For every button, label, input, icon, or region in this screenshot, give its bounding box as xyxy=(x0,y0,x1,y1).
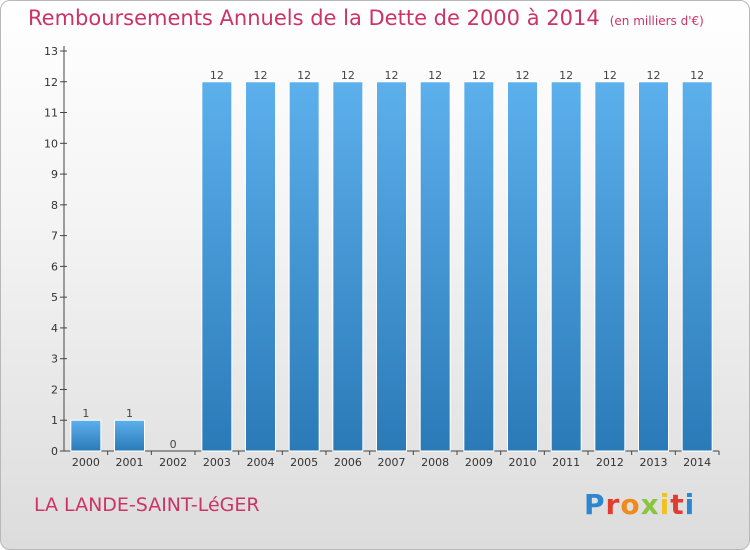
logo-letter: x xyxy=(640,488,660,521)
x-tick-label-2010: 2010 xyxy=(509,456,537,469)
data-label-2000: 1 xyxy=(82,407,89,420)
x-tick-label-2001: 2001 xyxy=(116,456,144,469)
bar-2014 xyxy=(681,81,713,452)
data-label-2006: 12 xyxy=(341,69,355,82)
x-tick-label-2012: 2012 xyxy=(596,456,624,469)
x-tick-label-2002: 2002 xyxy=(159,456,187,469)
data-label-2012: 12 xyxy=(603,69,617,82)
bar-2000 xyxy=(70,419,102,452)
bar-2011 xyxy=(550,81,582,452)
logo-letter: i xyxy=(684,488,696,521)
data-label-2011: 12 xyxy=(559,69,573,82)
y-tick-label: 6 xyxy=(51,260,58,273)
bar-2008 xyxy=(419,81,451,452)
data-label-2007: 12 xyxy=(385,69,399,82)
logo-letter: i xyxy=(659,488,671,521)
y-tick-label: 8 xyxy=(51,199,58,212)
y-tick-label: 5 xyxy=(51,291,58,304)
x-tick-label-2004: 2004 xyxy=(247,456,275,469)
y-tick-label: 4 xyxy=(51,322,58,335)
x-tick-label-2003: 2003 xyxy=(203,456,231,469)
x-tick-label-2005: 2005 xyxy=(290,456,318,469)
x-tick-label-2008: 2008 xyxy=(421,456,449,469)
data-label-2013: 12 xyxy=(647,69,661,82)
x-tick-label-2007: 2007 xyxy=(378,456,406,469)
chart-subtitle: (en milliers d'€) xyxy=(609,14,704,28)
y-tick-label: 1 xyxy=(51,414,58,427)
bar-2012 xyxy=(594,81,626,452)
data-label-2001: 1 xyxy=(126,407,133,420)
y-tick-label: 10 xyxy=(44,137,58,150)
x-tick-label-2000: 2000 xyxy=(72,456,100,469)
proxiti-logo[interactable]: Proxiti xyxy=(584,488,695,521)
y-tick-label: 7 xyxy=(51,230,58,243)
x-tick-label-2011: 2011 xyxy=(552,456,580,469)
logo-letter: o xyxy=(620,488,641,521)
y-tick-label: 11 xyxy=(44,107,58,120)
data-label-2004: 12 xyxy=(254,69,268,82)
chart-title: Remboursements Annuels de la Dette de 20… xyxy=(28,6,704,30)
y-tick-label: 3 xyxy=(51,353,58,366)
data-label-2008: 12 xyxy=(428,69,442,82)
data-label-2014: 12 xyxy=(690,69,704,82)
bar-2003 xyxy=(201,81,233,452)
bar-2001 xyxy=(114,419,145,452)
x-tick-label-2009: 2009 xyxy=(465,456,493,469)
x-tick-label-2006: 2006 xyxy=(334,456,362,469)
logo-letter: P xyxy=(584,488,606,521)
logo-letter: t xyxy=(670,488,685,521)
bar-2007 xyxy=(376,81,407,452)
data-label-2010: 12 xyxy=(516,69,530,82)
bar-2013 xyxy=(638,81,669,452)
x-tick-label-2014: 2014 xyxy=(683,456,711,469)
y-tick-label: 12 xyxy=(44,76,58,89)
bar-2006 xyxy=(332,81,364,452)
bar-2005 xyxy=(288,81,320,452)
data-label-2005: 12 xyxy=(297,69,311,82)
data-label-2009: 12 xyxy=(472,69,486,82)
y-tick-label: 9 xyxy=(51,168,58,181)
y-tick-label: 2 xyxy=(51,383,58,396)
x-tick-label-2013: 2013 xyxy=(640,456,668,469)
bar-2010 xyxy=(507,81,538,452)
y-tick-label: 0 xyxy=(51,445,58,458)
logo-letter: r xyxy=(605,488,621,521)
y-tick-label: 13 xyxy=(44,45,58,58)
chart-title-text: Remboursements Annuels de la Dette de 20… xyxy=(28,6,600,30)
bar-2004 xyxy=(245,81,276,452)
bar-2009 xyxy=(463,81,495,452)
data-label-2003: 12 xyxy=(210,69,224,82)
data-label-2002: 0 xyxy=(170,438,177,451)
commune-name: LA LANDE-SAINT-LéGER xyxy=(34,494,260,516)
